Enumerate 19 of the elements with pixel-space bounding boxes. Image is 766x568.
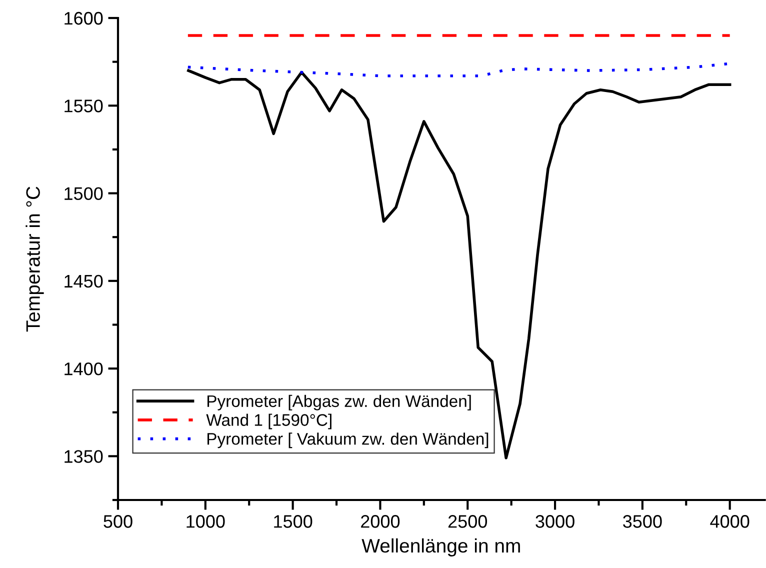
y-tick-label: 1350 <box>64 450 103 463</box>
x-tick-label: 3000 <box>536 515 574 528</box>
x-tick-label: 4000 <box>710 515 750 528</box>
y-axis-title: Temperatur in °C <box>26 186 44 332</box>
x-tick-label: 1000 <box>186 515 225 528</box>
y-tick-label: 1600 <box>64 12 103 25</box>
x-tick-label: 3500 <box>623 515 662 528</box>
x-tick-label: 500 <box>104 515 132 528</box>
y-tick-label: 1400 <box>64 362 103 376</box>
x-tick-label: 2500 <box>448 515 487 528</box>
y-tick-label: 1500 <box>64 187 103 200</box>
x-tick-label: 1500 <box>274 515 312 528</box>
x-axis-title: Wellenlänge in nm <box>362 538 520 556</box>
legend-label: Wand 1 [1590°C] <box>206 414 332 430</box>
y-tick-label: 1550 <box>64 100 103 112</box>
y-tick-label: 1450 <box>64 274 103 288</box>
legend-label: Pyrometer [ Vakuum zw. den Wänden] <box>208 432 488 448</box>
x-tick-label: 2000 <box>361 515 400 528</box>
legend-label: Pyrometer [Abgas zw. den Wänden] <box>208 394 471 410</box>
